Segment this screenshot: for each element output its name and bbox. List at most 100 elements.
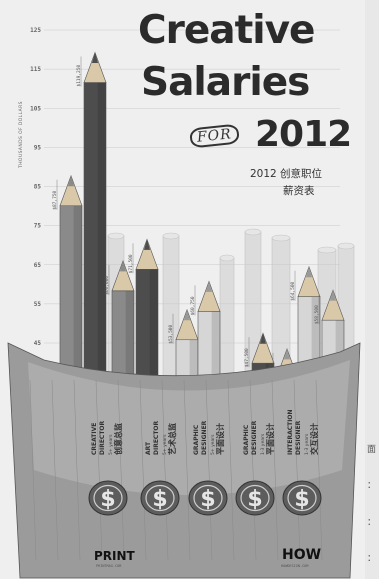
side-text-strip: 面 ： ： ： [365, 0, 379, 579]
category-0-years: 5+ years [108, 434, 114, 455]
y-tick-75: 75 [34, 223, 42, 230]
cup-stripe-7 [183, 379, 191, 561]
y-tick-105: 105 [30, 105, 41, 112]
subtitle-cn-2: 薪资表 [283, 185, 315, 197]
pencil-0-a-shade [97, 82, 106, 400]
pencil-2-a-shade [211, 311, 220, 400]
value-label-1-1: $66,000 [104, 276, 110, 295]
pencil-1-a-tip [135, 238, 159, 270]
category-4-word-0: INTERACTION [287, 409, 294, 455]
coin-dollar-1: $ [152, 487, 167, 512]
cup-stripe-11 [271, 379, 279, 561]
pencil-0-a [83, 51, 107, 401]
value-label-4-0: $64,500 [290, 281, 296, 300]
side-char-4: ： [367, 554, 377, 564]
title-salaries: Salaries [141, 60, 310, 105]
pencil-0-b-lead [67, 175, 75, 187]
pencil-0-b [59, 174, 83, 401]
background-pencil-top-1 [107, 232, 125, 240]
background-pencil-top-4 [244, 228, 262, 236]
pencil-1-a [135, 238, 159, 401]
category-4-cn: 交互设计 [309, 423, 319, 455]
background-pencil-3 [219, 257, 235, 391]
category-0-word-0: CREATIVE [91, 423, 98, 455]
coin-ring-2 [193, 484, 223, 512]
category-3-word-1: DESIGNER [251, 420, 258, 455]
category-1-years: 5+ years [162, 434, 168, 455]
pencil-2-a-lead [205, 281, 213, 292]
category-4-word-1: DESIGNER [295, 420, 302, 455]
brand-print: PRINT [94, 549, 136, 563]
value-label-2-1: $53,500 [168, 324, 174, 343]
subtitle-cn-1: 2012 创意职位 [250, 168, 323, 180]
pencil-4-b-lead [329, 290, 337, 301]
pencil-4-a-tip [297, 265, 321, 298]
pencil-1-b-shade [125, 290, 134, 400]
pencil-3-a-tip [251, 332, 275, 364]
side-char-3: ： [367, 518, 377, 528]
cup-stripe-8 [205, 379, 213, 561]
category-0-word-1: DIRECTOR [99, 420, 106, 455]
category-2-word-1: DESIGNER [201, 420, 208, 455]
pencil-2-a-tip [197, 280, 221, 312]
y-tick-115: 115 [30, 66, 41, 73]
cup-stripe-4 [117, 379, 125, 561]
cup-stripe-0 [29, 379, 37, 561]
pencil-1-b-tip [111, 259, 135, 292]
cup-stripe-10 [249, 379, 257, 561]
y-axis-label: THOUSANDS OF DOLLARS [18, 101, 24, 169]
category-3-word-0: GRAPHIC [243, 424, 250, 455]
coin-ring-0 [93, 484, 123, 512]
category-labels: CREATIVE DIRECTOR 5+ years 创意总监 ART DIRECTOR 5… [91, 409, 319, 456]
pencil-4-a-lead [305, 266, 313, 278]
coin-dollar-4: $ [294, 487, 309, 512]
pencil-4-a-shade [311, 296, 320, 400]
value-label-0-1: $87,750 [52, 190, 58, 209]
dollar-coins: $ $ $ $ $ [88, 480, 322, 516]
pencil-0-a-lead [91, 52, 99, 63]
value-label-0-0: $119,250 [76, 65, 82, 87]
cup-stripe-5 [139, 379, 147, 561]
cup-stripe-6 [161, 379, 169, 561]
value-label-4-1: $58,500 [314, 305, 320, 324]
coin-ring-1 [145, 484, 175, 512]
pencil-cup [7, 342, 361, 579]
coin-dollar-2: $ [200, 487, 215, 512]
y-tick-85: 85 [34, 184, 42, 191]
pencil-0-a-tip [83, 51, 107, 83]
coin-dollar-3: $ [247, 487, 262, 512]
category-1-word-1: DIRECTOR [153, 420, 160, 455]
category-4-years: 1-3 years [304, 433, 310, 455]
y-tick-55: 55 [34, 301, 42, 308]
y-tick-45: 45 [34, 340, 42, 347]
cup-stripe-13 [315, 379, 323, 561]
brand-how: HOW [282, 547, 321, 563]
cup-stripe-12 [293, 379, 301, 561]
y-tick-125: 125 [30, 27, 41, 34]
category-1-cn: 艺术总监 [167, 423, 177, 455]
category-3-years: 1-3 years [260, 433, 266, 455]
value-label-1-0: $71,500 [128, 254, 134, 273]
pencil-1-b-lead [119, 260, 127, 272]
pencil-bars [59, 51, 345, 401]
cup-stripe-3 [95, 379, 103, 561]
category-3-cn: 平面设计 [265, 423, 275, 455]
pencil-1-a-lead [143, 239, 151, 250]
brand-how-url: HOWDESIGN.COM [281, 564, 308, 568]
brand-logos: PRINT PRINTMAG.COM HOW HOWDESIGN.COM [94, 547, 321, 568]
coin-ring-3 [240, 484, 270, 512]
pencil-2-b-shade [189, 339, 198, 400]
background-pencil-top-5 [271, 234, 291, 242]
background-pencil-top-7 [337, 242, 355, 250]
category-1-word-0: ART [145, 441, 152, 455]
brand-print-url: PRINTMAG.COM [96, 564, 121, 568]
value-label-3-0: $47,500 [244, 348, 250, 367]
y-tick-95: 95 [34, 144, 42, 151]
pencil-4-b-tip [321, 289, 345, 321]
background-pencil-top-3 [219, 254, 235, 262]
value-label-2-0: $60,750 [190, 296, 196, 315]
background-pencil-top-2 [162, 232, 180, 240]
background-pencil-top-6 [317, 246, 337, 254]
coin-ring-4 [287, 484, 317, 512]
y-tick-65: 65 [34, 262, 42, 269]
